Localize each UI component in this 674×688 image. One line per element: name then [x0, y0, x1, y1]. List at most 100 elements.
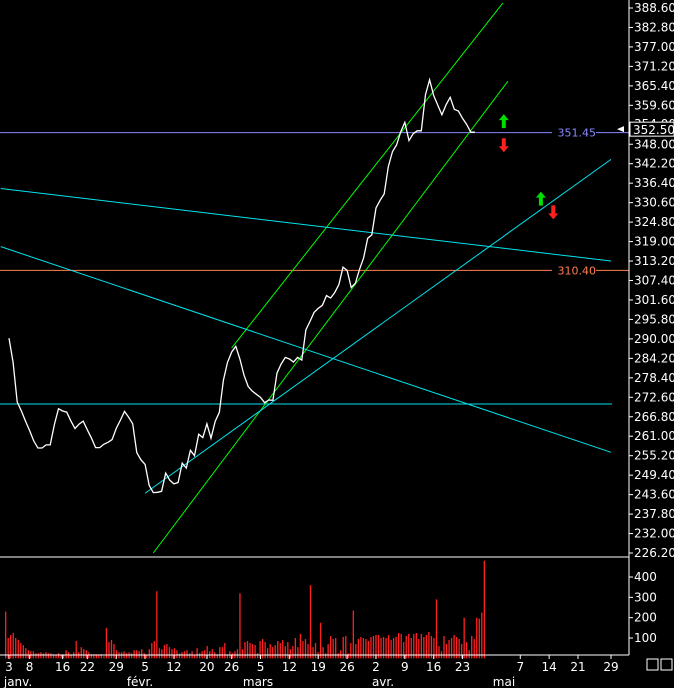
volume-bar-171	[435, 599, 438, 659]
volume-bar-186	[473, 639, 475, 659]
corner-box-right-icon	[660, 658, 673, 671]
volume-bar-127	[324, 653, 327, 659]
x-tick-label-7: 20	[199, 660, 214, 674]
trendline-2	[0, 188, 612, 262]
volume-bar-172	[438, 646, 440, 659]
volume-bar-160	[408, 633, 410, 659]
volume-bar-18	[50, 653, 52, 659]
volume-bar-51	[133, 650, 135, 659]
y-tick-label-20: 272.60	[634, 390, 674, 404]
volume-bar-61	[158, 648, 160, 659]
volume-bar-60	[156, 591, 158, 659]
volume-bar-111	[284, 646, 286, 659]
volume-bar-149	[380, 638, 382, 659]
volume-bar-6	[20, 643, 22, 659]
volume-bar-188	[478, 618, 480, 659]
volume-bar-132	[337, 653, 339, 659]
volume-bar-108	[277, 641, 279, 659]
volume-bar-150	[382, 636, 385, 659]
volume-bar-141	[360, 636, 362, 659]
volume-bar-189	[481, 612, 483, 659]
volume-bar-20	[55, 655, 57, 659]
volume-bar-180	[458, 639, 460, 659]
vol-tick-label-3: 100	[634, 631, 657, 645]
x-tick-label-15: 16	[426, 660, 441, 674]
x-tick-label-4: 29	[109, 660, 124, 674]
volume-bar-43	[113, 644, 115, 659]
x-tick-label-13: 2	[372, 660, 380, 674]
x-tick-label-18: 14	[542, 660, 557, 674]
volume-bar-17	[47, 653, 50, 659]
volume-bar-3	[12, 632, 14, 659]
volume-bar-114	[292, 646, 294, 659]
volume-bar-129	[329, 635, 332, 659]
volume-bar-158	[403, 642, 405, 659]
volume-bar-137	[350, 643, 352, 659]
volume-bar-88	[226, 654, 229, 659]
volume-bar-143	[365, 639, 367, 659]
volume-bar-99	[254, 645, 256, 659]
volume-bar-23	[62, 654, 65, 659]
volume-bar-162	[413, 633, 415, 659]
volume-bar-145	[370, 636, 372, 659]
vol-tick-label-2: 200	[634, 611, 657, 625]
volume-bar-134	[342, 636, 344, 659]
volume-bar-106	[272, 647, 274, 659]
volume-bar-24	[65, 650, 67, 659]
month-label-3: avr.	[372, 675, 394, 688]
volume-bar-119	[304, 639, 307, 659]
volume-bar-174	[443, 635, 445, 659]
volume-bar-39	[103, 656, 105, 659]
volume-bar-65	[168, 647, 171, 659]
volume-bar-148	[377, 634, 380, 659]
volume-bar-128	[327, 644, 329, 659]
volume-bar-170	[433, 638, 435, 659]
volume-bar-122	[312, 647, 314, 659]
volume-bar-37	[98, 655, 100, 659]
volume-bar-75	[193, 655, 196, 659]
trendline-4	[144, 158, 612, 494]
volume-bar-112	[287, 642, 289, 659]
y-tick-label-22: 261.00	[634, 429, 674, 443]
y-tick-label-27: 232.00	[634, 527, 674, 541]
vol-tick-label-1: 300	[634, 590, 657, 604]
volume-bar-41	[108, 642, 110, 659]
volume-bar-13	[37, 653, 40, 659]
volume-bar-163	[415, 632, 417, 659]
volume-bar-28	[75, 641, 77, 659]
signal-down-arrow-1	[498, 138, 509, 153]
volume-bar-15	[42, 653, 45, 659]
volume-bar-42	[110, 640, 113, 659]
volume-bar-77	[198, 653, 201, 659]
y-tick-label-21: 266.80	[634, 410, 674, 424]
volume-bar-1	[7, 638, 9, 659]
volume-bar-164	[418, 639, 420, 659]
volume-bar-85	[219, 647, 221, 659]
month-label-1: févr.	[127, 675, 153, 688]
y-tick-label-11: 324.80	[634, 215, 674, 229]
y-tick-label-7: 348.00	[634, 137, 674, 151]
volume-bar-35	[93, 654, 95, 659]
signal-down-arrow-3	[548, 205, 559, 220]
volume-bar-7	[22, 645, 24, 659]
volume-bar-165	[420, 633, 422, 659]
volume-bar-66	[171, 649, 173, 659]
volume-bar-169	[430, 635, 433, 659]
volume-bar-120	[307, 644, 309, 659]
volume-bar-115	[294, 638, 297, 659]
x-tick-label-8: 26	[224, 660, 239, 674]
volume-bar-68	[176, 650, 178, 659]
volume-bar-50	[130, 653, 133, 659]
volume-bar-190	[483, 560, 485, 659]
volume-bar-182	[463, 617, 465, 659]
y-tick-label-12: 319.00	[634, 235, 674, 249]
x-tick-label-14: 9	[401, 660, 409, 674]
volume-bar-151	[385, 638, 387, 659]
volume-bar-116	[297, 647, 299, 659]
volume-bar-36	[95, 654, 98, 659]
x-tick-label-19: 21	[570, 660, 585, 674]
volume-bar-156	[398, 632, 400, 659]
vol-tick-label-0: 400	[634, 570, 657, 584]
volume-bar-32	[85, 650, 87, 659]
volume-bar-130	[332, 639, 334, 659]
